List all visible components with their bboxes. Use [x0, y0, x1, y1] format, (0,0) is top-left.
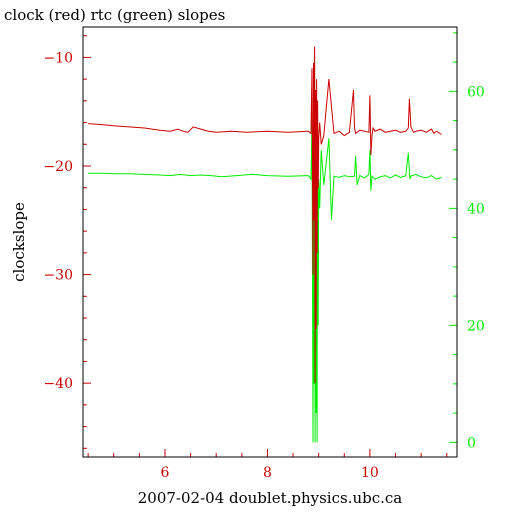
x-tick-label: 6: [161, 465, 170, 481]
plot-frame: [82, 26, 458, 458]
right-tick-label: 60: [467, 84, 485, 100]
right-tick-label: 0: [467, 435, 476, 451]
left-tick-label: −40: [43, 376, 73, 392]
y-axis-label: clockslope: [10, 202, 28, 282]
x-tick-label: 10: [361, 465, 379, 481]
right-tick-label: 20: [467, 318, 485, 334]
right-tick-label: 40: [467, 201, 485, 217]
rtc-series-line: [88, 56, 442, 443]
clock-series-line: [88, 46, 442, 384]
chart-title: clock (red) rtc (green) slopes: [4, 6, 225, 24]
left-tick-label: −30: [43, 268, 73, 284]
x-axis-label: 2007-02-04 doublet.physics.ubc.ca: [138, 489, 403, 507]
left-tick-label: −20: [43, 159, 73, 175]
left-tick-label: −10: [43, 50, 73, 66]
x-tick-label: 8: [263, 465, 272, 481]
